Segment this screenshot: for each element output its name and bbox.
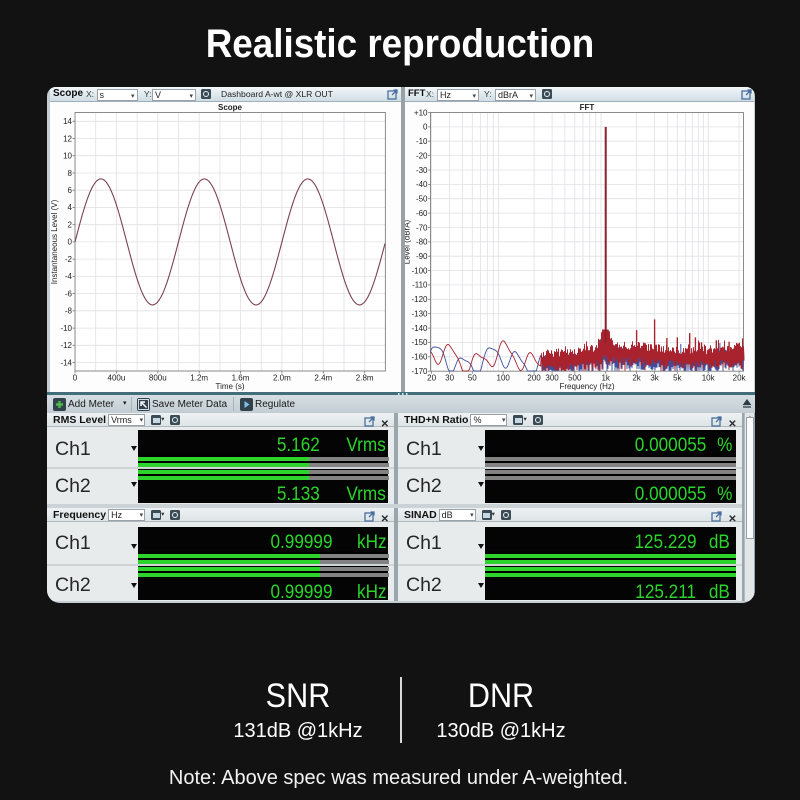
svg-text:10: 10 [63,151,72,160]
svg-text:-10: -10 [415,137,427,146]
svg-text:0: 0 [423,122,428,131]
svg-text:-8: -8 [65,306,73,315]
svg-text:14: 14 [63,117,72,126]
svg-text:8: 8 [68,168,73,177]
svg-text:-12: -12 [60,341,72,350]
svg-text:300: 300 [545,373,559,382]
svg-text:-80: -80 [415,237,427,246]
svg-text:12: 12 [63,134,72,143]
svg-text:2.4m: 2.4m [314,373,332,382]
svg-text:200: 200 [527,373,541,382]
svg-text:400u: 400u [108,373,126,382]
svg-text:0: 0 [68,237,73,246]
svg-text:2k: 2k [632,373,641,382]
svg-text:-150: -150 [411,338,428,347]
svg-text:-90: -90 [415,252,427,261]
svg-text:20: 20 [427,373,436,382]
svg-text:-100: -100 [411,266,428,275]
svg-text:2.0m: 2.0m [273,373,291,382]
svg-text:-130: -130 [411,309,428,318]
svg-text:-10: -10 [60,323,72,332]
svg-text:-20: -20 [415,151,427,160]
svg-text:-70: -70 [415,223,427,232]
svg-text:Time (s): Time (s) [215,382,244,391]
svg-text:10k: 10k [701,373,715,382]
svg-text:500: 500 [568,373,582,382]
svg-text:1.2m: 1.2m [190,373,208,382]
svg-text:6: 6 [68,186,73,195]
svg-text:+10: +10 [413,108,427,117]
svg-text:800u: 800u [149,373,167,382]
svg-text:Frequency (Hz): Frequency (Hz) [559,382,614,391]
svg-text:4: 4 [68,203,73,212]
svg-text:FFT: FFT [579,103,594,112]
svg-text:-140: -140 [411,323,428,332]
svg-text:-50: -50 [415,194,427,203]
svg-text:-110: -110 [412,280,428,289]
svg-text:Instantaneous Level (V): Instantaneous Level (V) [50,199,59,284]
svg-text:50: 50 [467,373,476,382]
svg-text:20k: 20k [732,373,746,382]
svg-text:1k: 1k [601,373,610,382]
svg-text:3k: 3k [650,373,659,382]
svg-text:-170: -170 [411,367,428,376]
svg-text:-4: -4 [65,272,73,281]
svg-text:-14: -14 [60,358,72,367]
svg-text:-6: -6 [65,289,73,298]
svg-text:-30: -30 [415,165,427,174]
svg-text:100: 100 [496,373,510,382]
svg-text:30: 30 [445,373,454,382]
svg-text:-40: -40 [415,180,427,189]
svg-text:-60: -60 [415,208,427,217]
svg-text:-120: -120 [411,295,428,304]
svg-text:0: 0 [73,373,78,382]
svg-text:Scope: Scope [218,103,243,112]
svg-text:-160: -160 [411,352,428,361]
svg-text:5k: 5k [673,373,682,382]
svg-text:2: 2 [68,220,73,229]
svg-text:1.6m: 1.6m [232,373,250,382]
svg-text:-2: -2 [65,254,73,263]
svg-text:2.8m: 2.8m [356,373,374,382]
svg-text:Level (dBrA): Level (dBrA) [405,219,412,264]
